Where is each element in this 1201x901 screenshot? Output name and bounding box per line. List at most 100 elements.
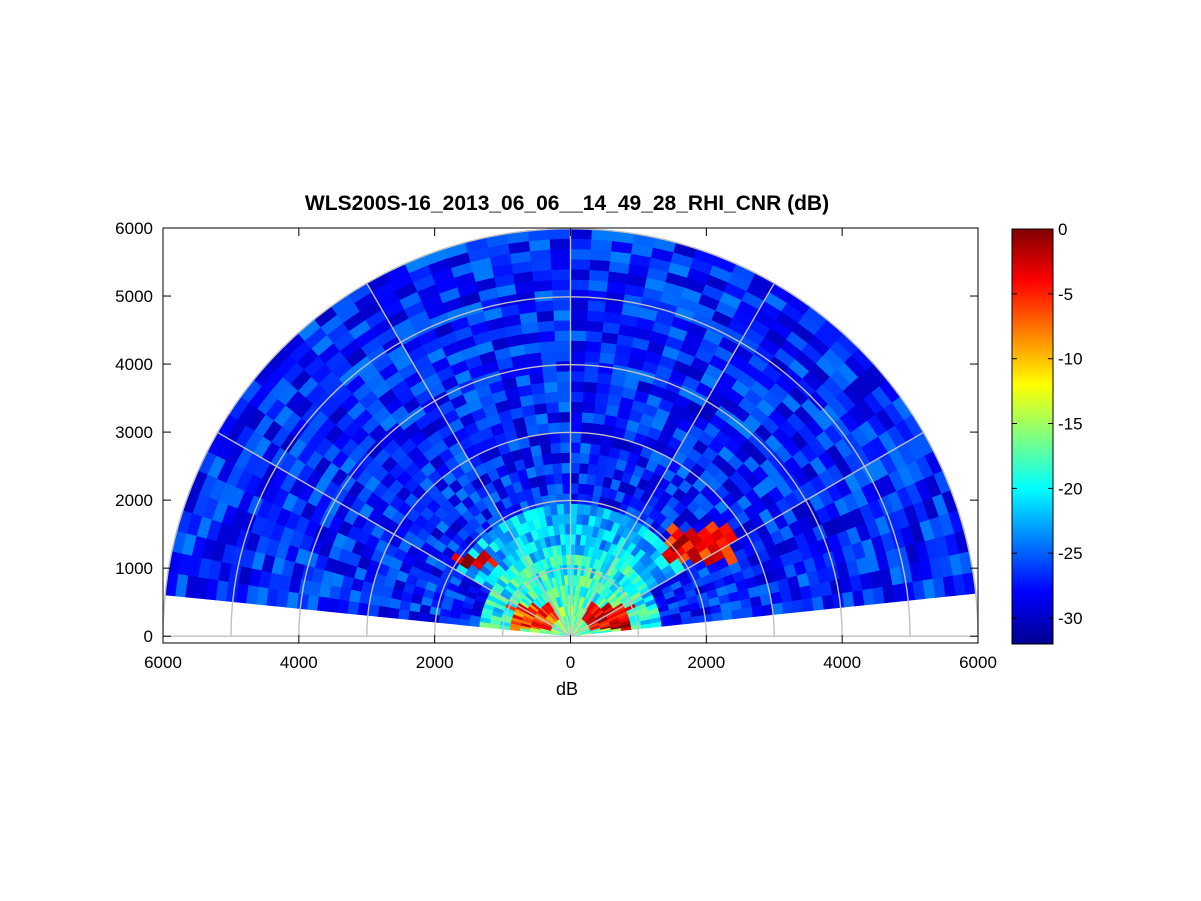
field-cell xyxy=(463,534,477,548)
field-cell xyxy=(505,505,517,519)
field-cell xyxy=(663,590,676,600)
field-cell xyxy=(645,560,659,573)
field-cell xyxy=(383,263,409,283)
field-cell xyxy=(780,392,802,413)
field-cell xyxy=(852,466,871,489)
field-cell xyxy=(615,608,627,616)
field-cell xyxy=(546,411,560,424)
field-cell xyxy=(529,259,552,272)
field-cell xyxy=(295,463,315,485)
field-cell xyxy=(633,598,646,608)
field-cell xyxy=(578,622,588,631)
field-cell xyxy=(528,603,539,613)
field-cell xyxy=(857,368,880,393)
field-cell xyxy=(774,373,796,394)
field-cell xyxy=(792,467,811,487)
field-cell xyxy=(529,529,539,542)
field-cell xyxy=(559,606,565,618)
field-cell xyxy=(583,611,592,622)
field-cell xyxy=(550,452,562,464)
field-cell xyxy=(762,290,788,312)
field-cell xyxy=(859,571,873,590)
field-cell xyxy=(487,571,500,583)
field-cell xyxy=(610,521,621,534)
field-cell xyxy=(721,326,744,345)
field-cell xyxy=(602,311,622,325)
field-cell xyxy=(699,371,719,390)
field-cell xyxy=(206,455,226,481)
field-cell xyxy=(507,493,520,507)
field-cell xyxy=(546,601,554,612)
field-cell xyxy=(769,554,785,571)
field-cell xyxy=(535,474,547,487)
field-cell xyxy=(578,462,589,475)
field-cell xyxy=(670,315,692,332)
field-cell xyxy=(599,341,617,355)
field-cell xyxy=(274,507,292,528)
field-cell xyxy=(506,240,530,255)
field-cell xyxy=(796,313,821,336)
field-cell xyxy=(307,410,329,433)
field-cell xyxy=(490,336,510,352)
field-cell xyxy=(519,625,531,630)
field-cell xyxy=(556,380,571,393)
field-cell xyxy=(224,442,245,467)
field-cell xyxy=(288,340,312,364)
field-cell xyxy=(482,560,495,573)
field-cell xyxy=(458,580,471,591)
field-cell xyxy=(549,503,558,516)
field-cell xyxy=(660,388,679,404)
field-cell xyxy=(589,238,613,252)
data-field xyxy=(164,228,977,637)
field-cell xyxy=(588,259,610,272)
field-cell xyxy=(697,337,719,355)
field-cell xyxy=(562,564,568,576)
field-cell xyxy=(586,617,597,626)
field-cell xyxy=(610,436,624,450)
field-cell xyxy=(612,426,626,440)
field-cell xyxy=(767,407,787,428)
field-cell xyxy=(827,396,849,419)
field-cell xyxy=(579,432,592,444)
field-cell xyxy=(347,444,367,464)
field-cell xyxy=(545,578,553,590)
field-cell xyxy=(521,331,540,345)
y-tick-label: 2000 xyxy=(115,491,153,510)
field-cell xyxy=(215,580,229,602)
field-cell xyxy=(592,606,602,616)
field-cell xyxy=(617,480,630,494)
field-cell xyxy=(380,335,403,355)
field-cell xyxy=(479,565,492,577)
field-cell xyxy=(671,618,683,626)
field-cell xyxy=(582,587,589,599)
field-cell xyxy=(735,299,760,319)
field-cell xyxy=(360,518,377,536)
field-cell xyxy=(641,571,654,583)
field-cell xyxy=(712,344,734,363)
field-cell xyxy=(357,602,370,616)
field-cell xyxy=(952,572,967,596)
field-cell xyxy=(360,580,374,595)
field-cell xyxy=(599,623,611,629)
field-cell xyxy=(411,354,432,373)
field-cell xyxy=(842,491,860,512)
field-cell xyxy=(619,593,631,603)
field-cell xyxy=(895,485,914,509)
field-cell xyxy=(265,588,279,607)
field-cell xyxy=(932,468,952,494)
field-cell xyxy=(497,409,513,424)
field-cell xyxy=(514,524,525,537)
field-cell xyxy=(347,319,371,341)
field-cell xyxy=(554,586,560,598)
field-cell xyxy=(557,596,563,608)
field-cell xyxy=(177,553,192,578)
field-cell xyxy=(815,505,832,525)
field-cell xyxy=(592,558,600,570)
field-cell xyxy=(309,363,332,386)
field-cell xyxy=(534,584,543,596)
field-cell xyxy=(487,540,500,554)
field-cell xyxy=(637,606,649,615)
field-cell xyxy=(271,487,290,509)
field-cell xyxy=(531,573,540,586)
field-cell xyxy=(402,582,416,595)
